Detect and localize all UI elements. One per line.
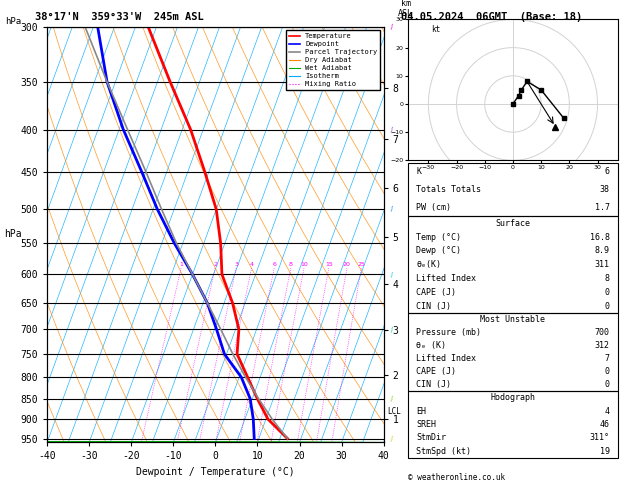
- Text: StmSpd (kt): StmSpd (kt): [416, 447, 471, 456]
- Text: PW (cm): PW (cm): [416, 203, 451, 212]
- Text: 311: 311: [595, 260, 610, 269]
- Text: 8.9: 8.9: [595, 246, 610, 256]
- Text: StmDir: StmDir: [416, 434, 446, 442]
- Text: hPa: hPa: [4, 229, 22, 240]
- Text: Pressure (mb): Pressure (mb): [416, 329, 481, 337]
- Text: $\backslash\!\!\backslash\!\!\backslash$: $\backslash\!\!\backslash\!\!\backslash$: [387, 204, 396, 215]
- Text: $\backslash\!\!\backslash\!\!\backslash$: $\backslash\!\!\backslash\!\!\backslash$: [387, 433, 396, 444]
- Text: 0: 0: [605, 367, 610, 376]
- Text: Temp (°C): Temp (°C): [416, 233, 461, 242]
- Text: CAPE (J): CAPE (J): [416, 288, 456, 297]
- Text: 10: 10: [300, 261, 308, 266]
- Text: LCL: LCL: [387, 407, 401, 416]
- Text: 04.05.2024  06GMT  (Base: 18): 04.05.2024 06GMT (Base: 18): [401, 12, 582, 22]
- Text: Hodograph: Hodograph: [491, 393, 535, 402]
- Text: SREH: SREH: [416, 420, 436, 429]
- Text: 4: 4: [250, 261, 253, 266]
- Text: 2: 2: [213, 261, 217, 266]
- Text: 0: 0: [605, 380, 610, 389]
- Text: CAPE (J): CAPE (J): [416, 367, 456, 376]
- Text: $\backslash\!\!\backslash\!\!\backslash$: $\backslash\!\!\backslash\!\!\backslash$: [387, 124, 396, 135]
- Text: km
ASL: km ASL: [398, 0, 413, 18]
- Text: 8: 8: [289, 261, 292, 266]
- Text: Lifted Index: Lifted Index: [416, 274, 476, 283]
- Text: 3: 3: [234, 261, 238, 266]
- Text: CIN (J): CIN (J): [416, 380, 451, 389]
- Text: EH: EH: [416, 407, 426, 416]
- Text: hPa: hPa: [5, 17, 21, 26]
- Text: $\backslash\!\!\backslash\!\!\backslash$: $\backslash\!\!\backslash\!\!\backslash$: [387, 269, 396, 280]
- Text: 0: 0: [605, 302, 610, 311]
- Text: 311°: 311°: [590, 434, 610, 442]
- Text: Most Unstable: Most Unstable: [481, 315, 545, 325]
- Text: 16.8: 16.8: [590, 233, 610, 242]
- Text: K: K: [416, 167, 421, 176]
- Text: 19: 19: [600, 447, 610, 456]
- Text: 0: 0: [605, 288, 610, 297]
- Text: $\backslash\!\!\backslash\!\!\backslash$: $\backslash\!\!\backslash\!\!\backslash$: [387, 393, 396, 404]
- Text: Surface: Surface: [496, 219, 530, 228]
- Text: 1.7: 1.7: [595, 203, 610, 212]
- Text: 46: 46: [600, 420, 610, 429]
- Text: 1: 1: [179, 261, 183, 266]
- Text: 700: 700: [595, 329, 610, 337]
- Text: Lifted Index: Lifted Index: [416, 354, 476, 364]
- Text: 20: 20: [343, 261, 351, 266]
- Text: 7: 7: [605, 354, 610, 364]
- X-axis label: Dewpoint / Temperature (°C): Dewpoint / Temperature (°C): [136, 467, 295, 477]
- Text: $\backslash\!\!\backslash\!\!\backslash$: $\backslash\!\!\backslash\!\!\backslash$: [387, 21, 396, 32]
- Text: CIN (J): CIN (J): [416, 302, 451, 311]
- Text: 25: 25: [357, 261, 365, 266]
- Text: 6: 6: [605, 167, 610, 176]
- Text: © weatheronline.co.uk: © weatheronline.co.uk: [408, 473, 504, 482]
- Text: 6: 6: [272, 261, 276, 266]
- Text: θₑ (K): θₑ (K): [416, 341, 446, 350]
- Text: 4: 4: [605, 407, 610, 416]
- Text: Dewp (°C): Dewp (°C): [416, 246, 461, 256]
- Text: 38: 38: [600, 185, 610, 194]
- Text: 38°17'N  359°33'W  245m ASL: 38°17'N 359°33'W 245m ASL: [35, 12, 203, 22]
- Text: Totals Totals: Totals Totals: [416, 185, 481, 194]
- Text: 15: 15: [325, 261, 333, 266]
- Text: 312: 312: [595, 341, 610, 350]
- Text: $\backslash\!\!\backslash\!\!\backslash$: $\backslash\!\!\backslash\!\!\backslash$: [387, 324, 396, 335]
- Text: kt: kt: [431, 25, 440, 34]
- Legend: Temperature, Dewpoint, Parcel Trajectory, Dry Adiabat, Wet Adiabat, Isotherm, Mi: Temperature, Dewpoint, Parcel Trajectory…: [286, 30, 380, 90]
- Text: 8: 8: [605, 274, 610, 283]
- Text: θₑ(K): θₑ(K): [416, 260, 441, 269]
